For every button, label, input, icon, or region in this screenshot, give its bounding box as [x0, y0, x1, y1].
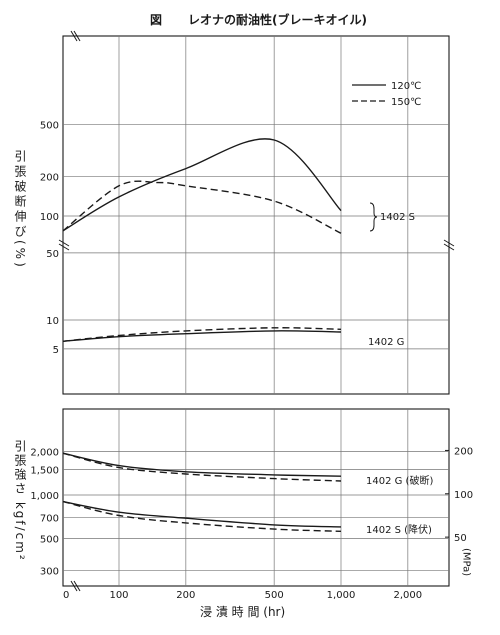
- bottom-panel: 2,000 1,500 1,000 700 500 300 200 100 50 1402 G …: [30, 408, 473, 592]
- xaxis-ticks: 0 100 200 500 1,000 2,000: [63, 590, 422, 601]
- bottom-yticks: 2,000 1,500 1,000 700 500 300 200 100 50: [30, 446, 473, 577]
- top-panel: 500 200 100 50 10 5 120℃ 150℃ 1402 S 1402 G: [40, 30, 455, 395]
- ytick-label: 500: [40, 120, 59, 131]
- bottom-ylabel-right: (MPa): [461, 548, 472, 576]
- legend-entry-label: 120℃: [391, 81, 421, 92]
- figure-title: レオナの耐油性(ブレーキオイル): [188, 12, 367, 27]
- annotation-1402g: 1402 G: [368, 337, 404, 348]
- ytick-label: 100: [40, 212, 59, 223]
- ytick-label: 200: [40, 173, 59, 184]
- axis-break-marks: [58, 30, 455, 251]
- xaxis-label: 浸 漬 時 間 (hr): [200, 604, 285, 619]
- xtick-label: 1,000: [327, 590, 356, 601]
- xtick-label: 2,000: [394, 590, 423, 601]
- legend-entry-label: 150℃: [391, 97, 421, 108]
- series-line: [62, 180, 342, 234]
- legend: 120℃ 150℃: [352, 81, 421, 108]
- ytick-label: 10: [46, 316, 59, 327]
- top-yticks: 500 200 100 50 10 5: [40, 120, 59, 355]
- series-line: [62, 138, 342, 232]
- ytick-label: 1,500: [30, 466, 59, 477]
- series-line: [62, 452, 342, 482]
- series-line: [62, 330, 342, 342]
- ytick-label-right: 200: [454, 446, 473, 457]
- top-ylabel: 引張破断伸び(%): [13, 150, 27, 270]
- bottom-ylabel-left: 引張強さ kgf/cm²: [13, 440, 27, 562]
- ytick-label: 1,000: [30, 491, 59, 502]
- bottom-lines: [62, 452, 342, 532]
- xtick-label: 100: [109, 590, 128, 601]
- series-line: [62, 500, 342, 532]
- ytick-label-right: 100: [454, 490, 473, 501]
- ytick-label: 5: [53, 345, 59, 356]
- xtick-label: 200: [176, 590, 195, 601]
- series-line: [62, 327, 342, 342]
- top-ylabel-text: 引張破断伸び(%): [13, 150, 27, 270]
- annotation-1402g-break: 1402 G (破断): [366, 474, 433, 487]
- xtick-label: 0: [63, 590, 69, 601]
- series-brace: [369, 202, 378, 232]
- ytick-label: 300: [40, 566, 59, 577]
- top-panel-frame: [62, 35, 450, 395]
- annotation-1402s-yield: 1402 S (降伏): [366, 523, 432, 536]
- ytick-label: 700: [40, 513, 59, 524]
- top-lines: [62, 138, 342, 342]
- series-line: [62, 500, 342, 528]
- xtick-label: 500: [265, 590, 284, 601]
- top-grid: [63, 36, 449, 394]
- ytick-label: 50: [46, 249, 59, 260]
- bottom-grid: [63, 409, 449, 586]
- bottom-axis-break: [70, 580, 81, 592]
- ytick-label: 2,000: [30, 448, 59, 459]
- annotation-1402s: 1402 S: [380, 212, 415, 223]
- ytick-label: 500: [40, 534, 59, 545]
- ytick-label-right: 50: [454, 533, 467, 544]
- series-line: [62, 452, 342, 477]
- figure-label: 図: [150, 13, 162, 27]
- bottom-panel-frame: [62, 408, 450, 587]
